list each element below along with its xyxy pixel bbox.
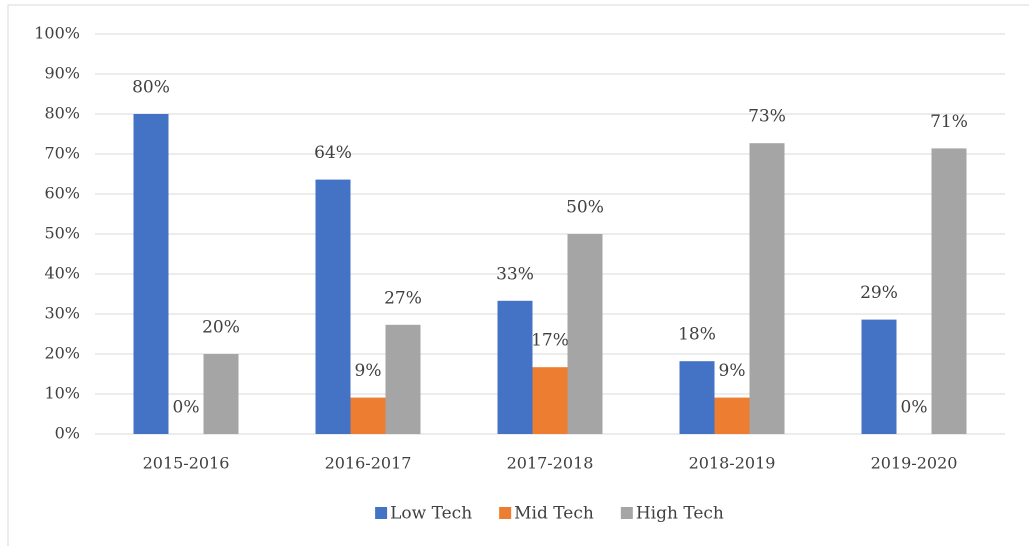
data-label: 80% — [132, 78, 170, 98]
y-tick-label: 20% — [44, 344, 80, 363]
bar — [203, 354, 239, 434]
y-tick-label: 0% — [55, 424, 80, 443]
data-label: 9% — [719, 361, 746, 381]
data-label: 27% — [384, 288, 422, 308]
bar — [133, 114, 169, 434]
x-tick-label: 2018-2019 — [689, 454, 776, 473]
data-label: 20% — [202, 318, 240, 338]
legend-swatch — [620, 507, 633, 519]
bar — [679, 361, 715, 434]
y-tick-label: 90% — [44, 64, 80, 83]
legend-swatch — [375, 507, 388, 519]
bar — [497, 300, 533, 434]
legend-label: Mid Tech — [514, 504, 594, 524]
bar — [350, 397, 386, 434]
x-tick-label: 2016-2017 — [325, 454, 412, 473]
x-tick-label: 2017-2018 — [507, 454, 594, 473]
legend-label: Low Tech — [390, 504, 472, 524]
data-label: 29% — [860, 283, 898, 303]
x-tick-label: 2015-2016 — [143, 454, 230, 473]
x-tick-label: 2019-2020 — [871, 454, 958, 473]
data-label: 0% — [901, 398, 928, 418]
y-tick-label: 40% — [44, 264, 80, 283]
y-tick-label: 70% — [44, 144, 80, 163]
data-label: 17% — [531, 331, 569, 351]
bar — [532, 367, 568, 434]
y-tick-label: 100% — [34, 24, 80, 43]
data-label: 18% — [678, 325, 716, 345]
data-label: 50% — [566, 198, 604, 218]
y-tick-label: 10% — [44, 384, 80, 403]
bar — [315, 179, 351, 434]
data-label: 9% — [355, 361, 382, 381]
y-tick-label: 80% — [44, 104, 80, 123]
y-tick-label: 30% — [44, 304, 80, 323]
bar — [714, 397, 750, 434]
bar — [567, 234, 603, 434]
data-label: 0% — [173, 398, 200, 418]
chart-frame — [7, 4, 1029, 546]
data-label: 64% — [314, 143, 352, 163]
data-label: 73% — [748, 107, 786, 127]
bar — [385, 324, 421, 434]
y-tick-label: 60% — [44, 184, 80, 203]
data-label: 33% — [496, 264, 534, 284]
legend-label: High Tech — [636, 504, 724, 524]
bar — [931, 148, 967, 434]
y-tick-label: 50% — [44, 224, 80, 243]
data-label: 71% — [930, 112, 968, 132]
bar — [861, 319, 897, 434]
legend-swatch — [499, 507, 512, 519]
bar — [749, 143, 785, 434]
